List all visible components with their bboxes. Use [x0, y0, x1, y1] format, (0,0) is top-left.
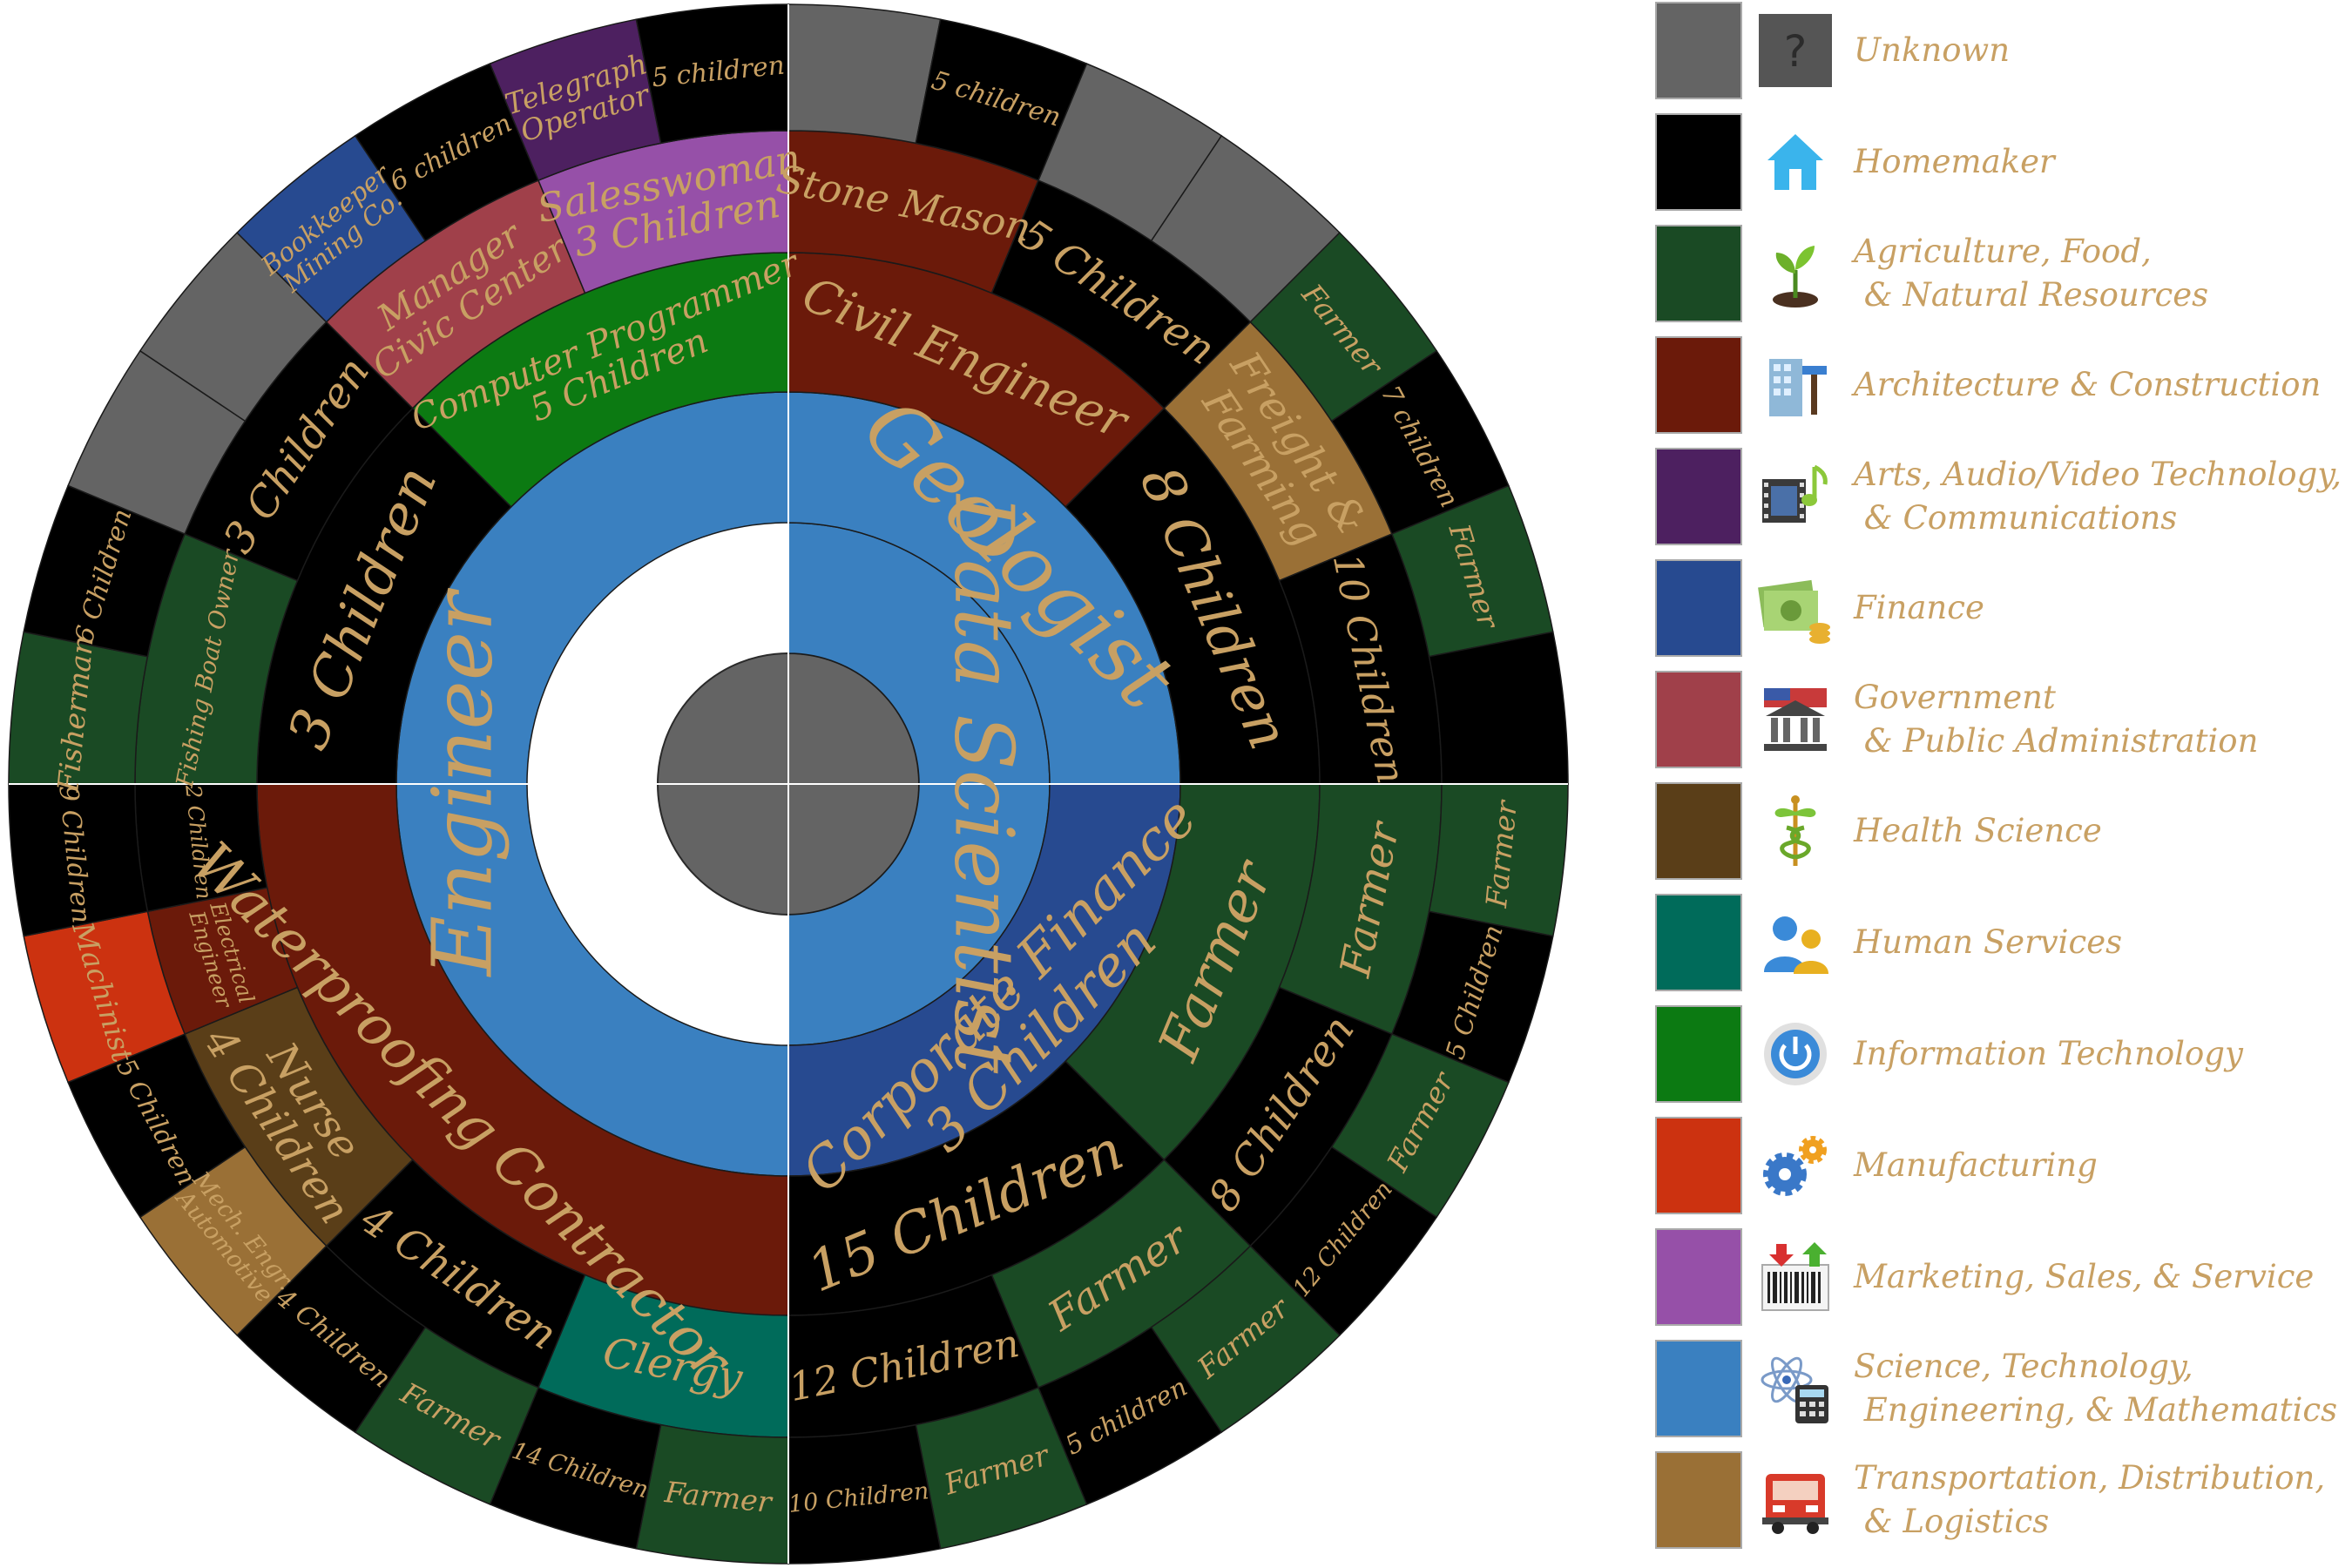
legend-label: Manufacturing: [1854, 1146, 2098, 1184]
legend-swatch-stem: [1655, 1340, 1742, 1437]
legend-label: Science, Technology, Engineering, & Math…: [1854, 1348, 2338, 1429]
legend-label: Finance: [1854, 589, 1984, 626]
legend-row-unknown: ? Unknown: [1655, 2, 2343, 99]
legend-row-transport: Transportation, Distribution, & Logistic…: [1655, 1451, 2343, 1549]
legend-row-arts: Arts, Audio/Video Technology, & Communic…: [1655, 448, 2343, 545]
ring5-segment-homemaker: [1428, 631, 1569, 785]
sunburst-axis-lines: [9, 4, 1568, 1564]
legend: ? Unknown Homemaker Agriculture, Food, &…: [1655, 0, 2343, 1568]
legend-row-agriculture: Agriculture, Food, & Natural Resources: [1655, 225, 2343, 322]
legend-row-finance: Finance: [1655, 559, 2343, 657]
people-icon: [1755, 902, 1835, 983]
legend-swatch-it: [1655, 1005, 1742, 1103]
legend-row-human: Human Services: [1655, 894, 2343, 991]
legend-swatch-architecture: [1655, 336, 1742, 434]
building-hammer-icon: [1755, 345, 1835, 425]
legend-swatch-finance: [1655, 559, 1742, 657]
legend-label: Unknown: [1854, 31, 2011, 69]
sprout-icon: [1755, 233, 1835, 314]
legend-label: Agriculture, Food, & Natural Resources: [1854, 233, 2209, 314]
legend-row-homemaker: Homemaker: [1655, 113, 2343, 211]
legend-row-manufacturing: Manufacturing: [1655, 1117, 2343, 1214]
ring5-segment-unknown: [787, 3, 942, 145]
film-music-icon: [1755, 456, 1835, 537]
legend-row-marketing: Marketing, Sales, & Service: [1655, 1228, 2343, 1326]
legend-label: Government & Public Administration: [1854, 679, 2259, 760]
legend-swatch-transport: [1655, 1451, 1742, 1549]
svg-text:?: ?: [1784, 26, 1808, 77]
legend-label: Architecture & Construction: [1854, 366, 2322, 403]
legend-swatch-health: [1655, 782, 1742, 880]
gears-icon: [1755, 1125, 1835, 1206]
legend-label: Health Science: [1854, 812, 2102, 849]
legend-swatch-marketing: [1655, 1228, 1742, 1326]
legend-swatch-human: [1655, 894, 1742, 991]
legend-swatch-agriculture: [1655, 225, 1742, 322]
legend-label: Marketing, Sales, & Service: [1854, 1258, 2315, 1295]
legend-swatch-government: [1655, 671, 1742, 768]
legend-swatch-unknown: [1655, 2, 1742, 99]
house-icon: [1755, 122, 1835, 202]
legend-swatch-homemaker: [1655, 113, 1742, 211]
barcode-icon: [1755, 1237, 1835, 1317]
power-button-icon: [1755, 1014, 1835, 1094]
legend-row-government: Government & Public Administration: [1655, 671, 2343, 768]
atom-calculator-icon: [1755, 1348, 1835, 1429]
ring1-label: Data Scientist: [937, 493, 1031, 1074]
ring2-label: Engineer: [415, 587, 510, 977]
capitol-icon: [1755, 679, 1835, 760]
caduceus-icon: [1755, 791, 1835, 871]
legend-label: Homemaker: [1854, 143, 2055, 180]
question-mark-icon: ?: [1755, 10, 1835, 91]
legend-swatch-arts: [1655, 448, 1742, 545]
legend-label: Arts, Audio/Video Technology, & Communic…: [1854, 456, 2342, 537]
legend-swatch-manufacturing: [1655, 1117, 1742, 1214]
legend-row-architecture: Architecture & Construction: [1655, 336, 2343, 434]
legend-label: Transportation, Distribution, & Logistic…: [1854, 1459, 2326, 1540]
legend-row-health: Health Science: [1655, 782, 2343, 880]
family-sunburst-chart: Data Scientist Geologist Corporate Finance…: [8, 3, 1569, 1565]
legend-label: Information Technology: [1854, 1035, 2243, 1072]
legend-row-it: Information Technology: [1655, 1005, 2343, 1103]
truck-icon: [1755, 1460, 1835, 1540]
legend-label: Human Services: [1854, 923, 2123, 961]
money-icon: [1755, 568, 1835, 648]
legend-row-stem: Science, Technology, Engineering, & Math…: [1655, 1340, 2343, 1437]
sunburst-segments: [8, 3, 1569, 1565]
